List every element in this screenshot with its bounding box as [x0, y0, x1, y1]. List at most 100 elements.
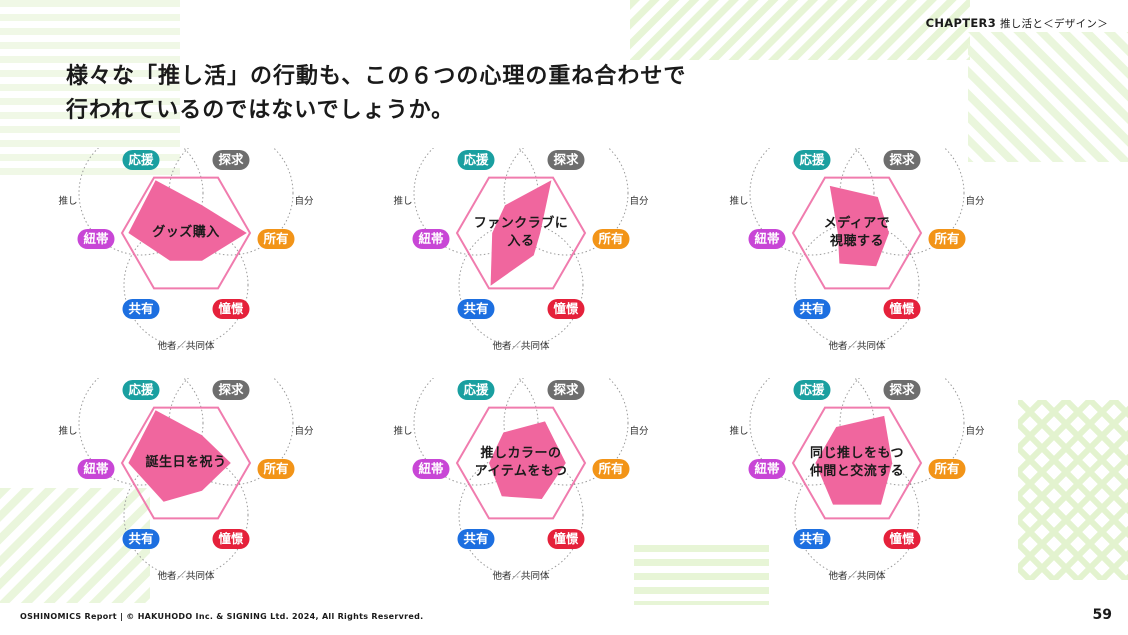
- area-label-oshi: 推し: [58, 426, 78, 437]
- axis-pill-chuutai: 紐帯: [748, 229, 786, 249]
- radar-shape: [490, 180, 552, 286]
- radar-shape: [128, 410, 231, 502]
- axis-pill-tankyu: 探求: [547, 150, 585, 170]
- axis-pill-chuutai: 紐帯: [412, 229, 450, 249]
- area-label-jibun: 自分: [965, 426, 985, 437]
- activity-label: 誕生日を祝う: [145, 454, 226, 472]
- activity-label: ファンクラブに 入る: [474, 215, 569, 251]
- axis-pill-chuutai: 紐帯: [412, 459, 450, 479]
- axis-pill-tankyu: 探求: [883, 150, 921, 170]
- area-label-jibun: 自分: [294, 426, 314, 437]
- activity-label-line: メディアで: [823, 216, 891, 231]
- hexagon-frame: [455, 406, 587, 520]
- activity-label-line: 同じ推しをもつ: [810, 446, 904, 461]
- dotted-circle: [78, 148, 204, 256]
- diagram-graphic: [749, 378, 965, 578]
- axis-pill-shoukei: 憧憬: [883, 299, 921, 319]
- dotted-circle: [839, 148, 965, 256]
- axis-pill-ouen: 応援: [457, 150, 495, 170]
- decor-stripes-top: [630, 0, 970, 60]
- activity-label: 同じ推しをもつ 仲間と交流する: [810, 445, 905, 481]
- oshi-psychology-diagram: 応援 探求 所有 憧憬 共有 紐帯 推し 自分 他者／共同体 グッズ購入: [56, 148, 316, 358]
- area-label-tasha: 他者／共同体: [157, 571, 215, 582]
- area-label-jibun: 自分: [294, 196, 314, 207]
- activity-label-line: アイテムをもつ: [474, 464, 568, 479]
- axis-pill-kyouyu: 共有: [122, 529, 160, 549]
- footer-copyright: OSHINOMICS Report | © HAKUHODO Inc. & SI…: [20, 612, 424, 621]
- hexagon-frame: [791, 406, 923, 520]
- activity-label-line: グッズ購入: [152, 225, 220, 240]
- dotted-circle: [503, 378, 629, 486]
- activity-label-line: 入る: [507, 234, 535, 249]
- oshi-psychology-diagram: 応援 探求 所有 憧憬 共有 紐帯 推し 自分 他者／共同体 推しカラーの アイテムをもつ: [391, 378, 651, 588]
- dotted-circle: [168, 378, 294, 486]
- oshi-psychology-diagram: 応援 探求 所有 憧憬 共有 紐帯 推し 自分 他者／共同体 ファンクラブに 入る: [391, 148, 651, 358]
- hexagon-frame: [791, 176, 923, 290]
- axis-pill-shoukei: 憧憬: [212, 299, 250, 319]
- axis-pill-shoyu: 所有: [257, 459, 295, 479]
- headline-line-1: 様々な「推し活」の行動も、この６つの心理の重ね合わせで: [66, 64, 687, 89]
- axis-pill-ouen: 応援: [122, 150, 160, 170]
- axis-pill-kyouyu: 共有: [457, 299, 495, 319]
- axis-pill-ouen: 応援: [457, 380, 495, 400]
- axis-pill-shoukei: 憧憬: [547, 299, 585, 319]
- axis-pill-ouen: 応援: [122, 380, 160, 400]
- dotted-circle: [413, 378, 539, 486]
- area-label-tasha: 他者／共同体: [492, 571, 550, 582]
- radar-shape: [815, 415, 893, 505]
- axis-pill-ouen: 応援: [793, 150, 831, 170]
- activity-label: 推しカラーの アイテムをもつ: [475, 445, 568, 481]
- dotted-circle: [503, 148, 629, 256]
- area-label-oshi: 推し: [393, 196, 413, 207]
- axis-pill-tankyu: 探求: [212, 150, 250, 170]
- axis-pill-chuutai: 紐帯: [77, 459, 115, 479]
- oshi-psychology-diagram: 応援 探求 所有 憧憬 共有 紐帯 推し 自分 他者／共同体 メディアで 視聴する: [727, 148, 987, 358]
- area-label-tasha: 他者／共同体: [157, 341, 215, 352]
- hexagon-frame: [455, 176, 587, 290]
- axis-pill-tankyu: 探求: [212, 380, 250, 400]
- area-label-jibun: 自分: [629, 426, 649, 437]
- dotted-circle: [123, 222, 249, 348]
- axis-pill-kyouyu: 共有: [457, 529, 495, 549]
- dotted-circle: [794, 452, 920, 578]
- axis-pill-kyouyu: 共有: [793, 529, 831, 549]
- decor-lattice-bottom-right: [1018, 400, 1128, 580]
- dotted-circle: [78, 378, 204, 486]
- axis-pill-ouen: 応援: [793, 380, 831, 400]
- area-label-jibun: 自分: [629, 196, 649, 207]
- chapter-label: CHAPTER3 推し活と＜デザイン＞: [926, 16, 1108, 31]
- oshi-psychology-diagram: 応援 探求所有憧憬 共有 紐帯 推し 自分他者／共同体 誕生日を祝う: [56, 378, 316, 588]
- dotted-circle: [458, 452, 584, 578]
- axis-pill-chuutai: 紐帯: [77, 229, 115, 249]
- dotted-circle: [839, 378, 965, 486]
- diagram-graphic: [78, 148, 294, 348]
- radar-shape: [128, 180, 247, 261]
- chapter-subtitle: 推し活と＜デザイン＞: [1000, 18, 1108, 30]
- axis-pill-shoyu: 所有: [928, 459, 966, 479]
- axis-pill-tankyu: 探求: [883, 380, 921, 400]
- dotted-circle: [794, 222, 920, 348]
- axis-pill-shoyu: 所有: [257, 229, 295, 249]
- activity-label-line: 視聴する: [829, 234, 884, 249]
- oshi-psychology-diagram: 応援 探求 所有 憧憬 共有 紐帯 推し 自分 他者／共同体 同じ推しをもつ 仲間と交流する: [727, 378, 987, 588]
- activity-label-line: ファンクラブに: [473, 216, 569, 231]
- page-number: 59: [1092, 607, 1112, 623]
- headline-line-2: 行われているのではないでしょうか。: [66, 98, 455, 123]
- area-label-tasha: 他者／共同体: [828, 341, 886, 352]
- axis-pill-shoukei: 憧憬: [883, 529, 921, 549]
- chapter-title: CHAPTER3: [925, 16, 996, 30]
- page-headline: 様々な「推し活」の行動も、この６つの心理の重ね合わせで 行われているのではないで…: [66, 60, 686, 128]
- hexagon-frame: [120, 406, 252, 520]
- activity-label: メディアで 視聴する: [824, 215, 891, 251]
- axis-pill-kyouyu: 共有: [122, 299, 160, 319]
- area-label-oshi: 推し: [393, 426, 413, 437]
- axis-pill-shoukei: 憧憬: [212, 529, 250, 549]
- area-label-oshi: 推し: [729, 426, 749, 437]
- axis-pill-tankyu: 探求: [547, 380, 585, 400]
- diagram-graphic: [78, 378, 294, 578]
- area-label-jibun: 自分: [965, 196, 985, 207]
- radar-shape: [489, 421, 566, 499]
- activity-label-line: 誕生日を祝う: [145, 455, 227, 470]
- decor-stripes-bottom-center: [634, 545, 769, 605]
- diagram-graphic: [413, 378, 629, 578]
